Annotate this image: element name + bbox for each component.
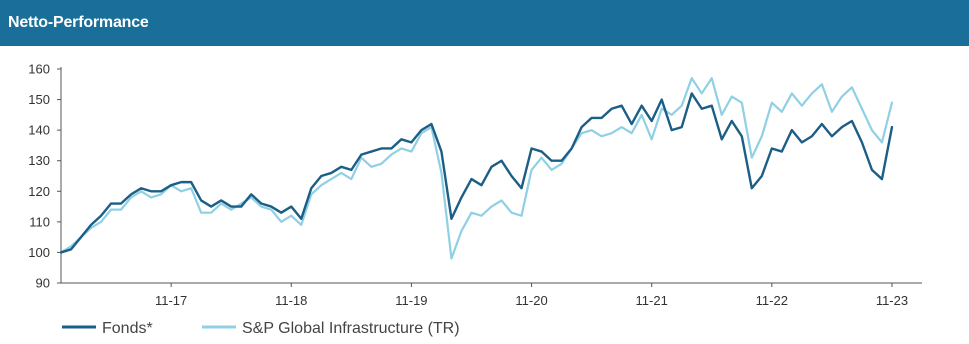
y-tick-label: 120 <box>28 184 50 199</box>
x-tick-label: 11-20 <box>515 293 547 308</box>
x-tick-label: 11-17 <box>155 293 187 308</box>
legend-label: S&P Global Infrastructure (TR) <box>242 320 460 337</box>
series-lines <box>59 77 894 260</box>
x-axis-labels: 11-17 11-18 11-19 11-20 11-21 11-22 11-23 <box>155 293 908 308</box>
x-tick-label: 11-23 <box>876 293 908 308</box>
y-tick-label: 160 <box>28 62 50 77</box>
legend-label: Fonds* <box>102 320 153 337</box>
y-tick-label: 130 <box>28 153 50 168</box>
y-tick-label: 140 <box>28 123 50 138</box>
panel-header: Netto-Performance <box>0 0 969 46</box>
x-tick-label: 11-18 <box>275 293 307 308</box>
y-tick-label: 100 <box>28 245 50 260</box>
y-tick-label: 150 <box>28 92 50 107</box>
y-axis-labels: 90 100 110 120 130 140 150 160 <box>28 62 50 291</box>
series-line-index <box>59 77 894 260</box>
panel-title: Netto-Performance <box>8 14 149 31</box>
x-axis-ticks <box>170 283 893 287</box>
x-tick-label: 11-22 <box>756 293 788 308</box>
y-axis-ticks <box>57 68 61 284</box>
y-tick-label: 110 <box>29 214 50 229</box>
legend-item-index: S&P Global Infrastructure (TR) <box>202 320 460 337</box>
x-tick-label: 11-21 <box>636 293 668 308</box>
series-line-fonds <box>59 92 894 254</box>
y-tick-label: 90 <box>36 276 50 291</box>
x-tick-label: 11-19 <box>395 293 427 308</box>
legend-item-fonds: Fonds* <box>62 320 153 337</box>
legend: Fonds* S&P Global Infrastructure (TR) <box>62 320 460 337</box>
